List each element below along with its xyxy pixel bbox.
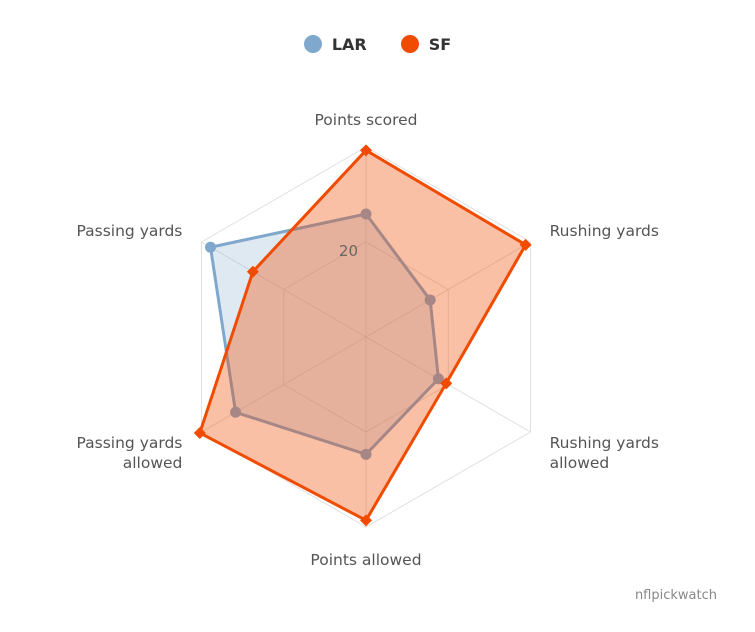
grid-spoke-passing-yards-allowed [201, 336, 367, 433]
chart-legend: LAR SF [0, 28, 755, 60]
series-lar [205, 208, 444, 460]
data-point-sf-rushing-yards[interactable] [519, 238, 532, 251]
data-point-lar-passing-yards[interactable] [205, 241, 217, 253]
axis-label-rushing-yards: Rushing yards [550, 222, 659, 240]
tick-label-20: 20 [339, 242, 358, 260]
axis-label-line: allowed [550, 454, 610, 472]
data-point-lar-points-allowed[interactable] [360, 448, 372, 460]
data-point-sf-rushing-yards-allowed[interactable] [440, 377, 453, 390]
data-point-lar-points-scored[interactable] [360, 208, 372, 220]
legend-marker-sf [400, 35, 419, 53]
axis-label-line: Points allowed [310, 551, 421, 569]
axis-label-rushing-yards-allowed: Rushing yards allowed [550, 434, 659, 472]
data-point-lar-rushing-yards-allowed[interactable] [432, 373, 444, 385]
axis-label-line: Rushing yards [550, 222, 659, 240]
legend-item-sf[interactable]: SF [400, 34, 452, 54]
data-point-lar-rushing-yards[interactable] [424, 294, 436, 306]
legend-label-lar: LAR [331, 34, 367, 54]
series-sf [193, 144, 532, 527]
series-area-sf [199, 150, 526, 521]
axis-label-line: Points scored [315, 111, 418, 129]
grid-spoke-rushing-yards [365, 241, 531, 338]
legend-label-sf: SF [428, 34, 452, 54]
legend-item-lar[interactable]: LAR [303, 34, 367, 54]
credit-text: nflpickwatch [634, 588, 717, 603]
data-point-sf-passing-yards-allowed[interactable] [193, 426, 206, 439]
series-area-lar [210, 213, 439, 455]
data-point-lar-passing-yards-allowed[interactable] [230, 406, 242, 418]
axis-label-points-allowed: Points allowed [310, 551, 421, 569]
axis-label-line: Passing yards [77, 434, 183, 452]
axis-label-passing-yards-allowed: Passing yards allowed [77, 434, 183, 472]
grid-spoke-passing-yards [201, 241, 367, 338]
radar-series [193, 144, 532, 527]
axis-label-passing-yards: Passing yards [77, 222, 183, 240]
axis-label-points-scored: Points scored [315, 111, 418, 129]
axis-label-line: Rushing yards [550, 434, 659, 452]
data-point-sf-points-scored[interactable] [360, 144, 372, 157]
axis-labels: Points scored Rushing yards Rushing yards a… [77, 111, 659, 569]
radial-ticks: 20 [339, 242, 358, 260]
axis-label-line: allowed [123, 454, 183, 472]
axis-label-line: Passing yards [77, 222, 183, 240]
data-point-sf-points-allowed[interactable] [360, 514, 372, 527]
legend-marker-lar [303, 35, 322, 53]
data-point-sf-passing-yards[interactable] [246, 265, 259, 278]
